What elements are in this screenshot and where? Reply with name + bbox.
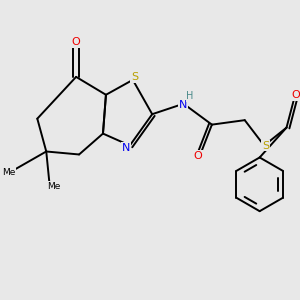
Text: O: O [291, 90, 300, 100]
Text: Me: Me [2, 168, 16, 177]
Text: N: N [179, 100, 187, 110]
Text: O: O [194, 151, 202, 161]
Text: S: S [131, 72, 139, 82]
Text: S: S [262, 140, 269, 151]
Text: H: H [186, 91, 194, 101]
Text: N: N [122, 143, 130, 153]
Text: Me: Me [47, 182, 60, 191]
Text: O: O [72, 37, 80, 47]
